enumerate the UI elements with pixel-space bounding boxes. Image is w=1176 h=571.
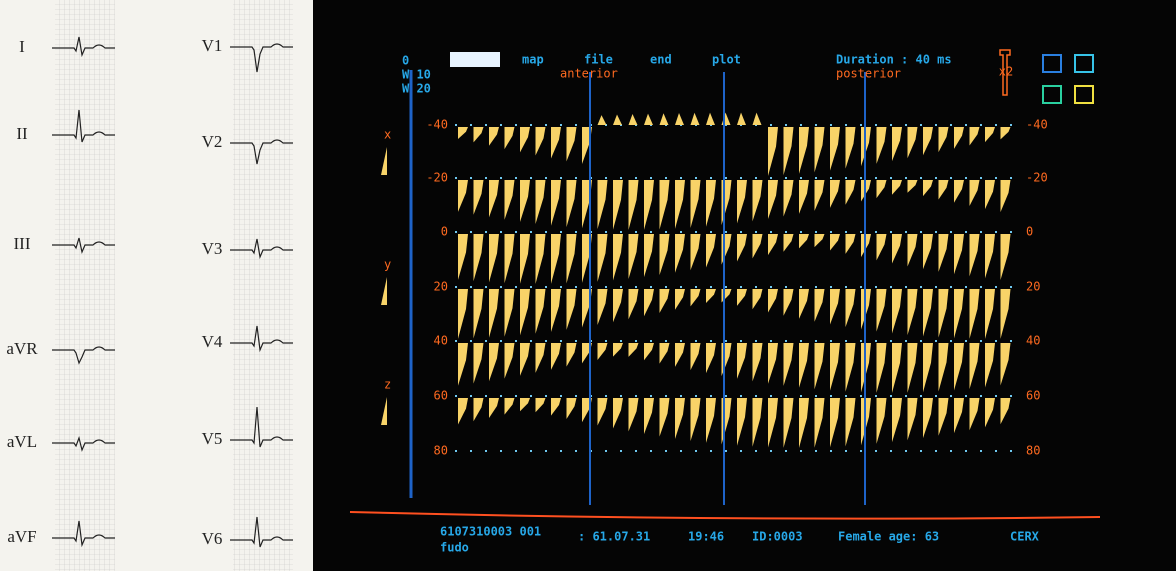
menu-item: map	[522, 53, 544, 67]
menu-item: plot	[712, 53, 741, 67]
lead-label: V6	[202, 529, 223, 548]
figure: IIIIIIaVRaVLaVFV1V2V3V4V5V6mapfileendplo…	[0, 0, 1176, 571]
lead-label: V2	[202, 132, 223, 151]
ecg-strip	[233, 0, 293, 571]
posterior-label: posterior	[836, 67, 901, 81]
footer-name: fudo	[440, 541, 469, 555]
anterior-label: anterior	[560, 67, 618, 81]
top-mark: W 10	[402, 68, 431, 82]
lead-label: aVF	[7, 527, 36, 546]
lead-label: II	[16, 124, 28, 143]
lead-label: V1	[202, 36, 223, 55]
footer-time: 19:46	[688, 530, 724, 544]
scale-label: 60	[434, 389, 448, 403]
scale-label: 40	[434, 334, 448, 348]
lead-label: aVR	[6, 339, 38, 358]
menu-cursor	[450, 52, 500, 67]
side-label: y	[384, 258, 391, 272]
menu-item: end	[650, 53, 672, 67]
scale-label: -40	[426, 118, 448, 132]
lead-label: aVL	[7, 432, 37, 451]
footer-date: : 61.07.31	[578, 530, 650, 544]
scale-label: 80	[1026, 444, 1040, 458]
top-mark: W 20	[402, 82, 431, 96]
side-label: x	[384, 128, 391, 142]
scale-label: -40	[1026, 118, 1048, 132]
footer-record: 6107310003 001	[440, 525, 541, 539]
lead-label: V4	[202, 332, 223, 351]
scale-label: 20	[1026, 280, 1040, 294]
lead-label: I	[19, 37, 25, 56]
scale-label: -20	[426, 171, 448, 185]
duration: Duration : 40 ms	[836, 53, 952, 67]
footer-patient: Female age: 63	[838, 530, 939, 544]
side-label: z	[384, 378, 391, 392]
scale-label: 80	[434, 444, 448, 458]
scale-label: -20	[1026, 171, 1048, 185]
footer-code: CERX	[1010, 530, 1040, 544]
menu-item: file	[584, 53, 613, 67]
top-mark: 0	[402, 54, 409, 68]
scale-label: 0	[441, 225, 448, 239]
scale-label: 60	[1026, 389, 1040, 403]
lead-label: III	[14, 234, 31, 253]
scale-label: 0	[1026, 225, 1033, 239]
bracket-label: x2	[999, 65, 1013, 79]
scale-label: 20	[434, 280, 448, 294]
lead-label: V5	[202, 429, 223, 448]
footer-id: ID:0003	[752, 530, 803, 544]
scale-label: 40	[1026, 334, 1040, 348]
ecg-strip	[55, 0, 115, 571]
lead-label: V3	[202, 239, 223, 258]
